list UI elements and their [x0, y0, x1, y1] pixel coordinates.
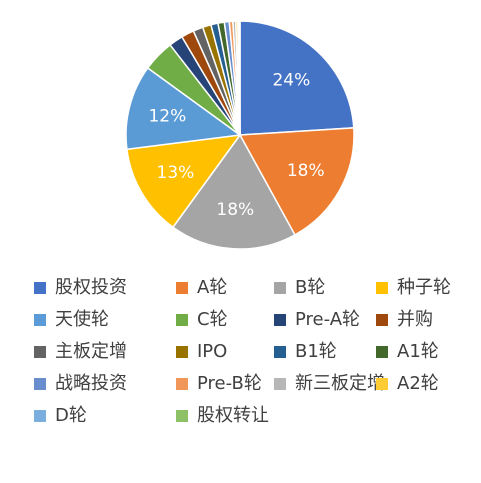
legend-swatch: [274, 314, 286, 326]
legend-item-7: Pre-A轮: [274, 306, 360, 334]
legend-swatch: [274, 378, 286, 390]
legend-item-15: 新三板定增: [274, 370, 385, 398]
pie-chart-plot: 24% 18% 18% 13% 12%: [125, 20, 355, 250]
legend-item-14: Pre-B轮: [176, 370, 262, 398]
legend-label: C轮: [197, 309, 228, 330]
legend-item-10: IPO: [176, 338, 227, 366]
pie-slice-3: [171, 133, 296, 250]
legend-swatch: [274, 282, 286, 294]
legend-item-18: 股权转让: [176, 402, 269, 430]
legend-item-16: A2轮: [376, 370, 439, 398]
pie-slice-5: [125, 66, 242, 151]
pie-slice-1: [239, 20, 355, 136]
legend-label: 股权投资: [55, 277, 127, 298]
legend-label: 种子轮: [397, 277, 451, 298]
legend-item-13: 战略投资: [34, 370, 127, 398]
legend-item-11: B1轮: [274, 338, 337, 366]
data-label-4: 13%: [157, 163, 195, 183]
legend-swatch: [376, 378, 388, 390]
legend-label: 战略投资: [55, 373, 127, 394]
legend-item-12: A1轮: [376, 338, 439, 366]
legend-swatch: [176, 314, 188, 326]
legend-item-2: A轮: [176, 274, 227, 302]
data-label-3: 18%: [216, 200, 254, 220]
pie-slice-2: [238, 127, 355, 236]
legend-swatch: [376, 282, 388, 294]
legend-swatch: [176, 346, 188, 358]
legend-item-5: 天使轮: [34, 306, 109, 334]
legend-label: 股权转让: [197, 405, 269, 426]
legend-swatch: [34, 378, 46, 390]
legend-label: A1轮: [397, 341, 439, 362]
data-label-1: 24%: [272, 70, 310, 90]
legend-item-9: 主板定增: [34, 338, 127, 366]
legend-swatch: [376, 346, 388, 358]
pie-slice-4: [126, 134, 242, 229]
data-label-5: 12%: [148, 106, 186, 126]
legend-label: D轮: [55, 405, 87, 426]
legend-label: A2轮: [397, 373, 439, 394]
legend-swatch: [176, 410, 188, 422]
legend-label: IPO: [197, 341, 228, 362]
legend-label: A轮: [197, 277, 228, 298]
legend-label: Pre-B轮: [197, 373, 262, 394]
legend-label: Pre-A轮: [295, 309, 361, 330]
legend-swatch: [376, 314, 388, 326]
legend-swatch: [34, 314, 46, 326]
legend-item-6: C轮: [176, 306, 228, 334]
pie-slice-18: [238, 20, 241, 136]
legend-item-8: 并购: [376, 306, 433, 334]
pie-data-labels: 24% 18% 18% 13% 12%: [148, 70, 324, 220]
legend-label: 主板定增: [55, 341, 127, 362]
pie-slices: [125, 20, 355, 250]
data-label-2: 18%: [287, 161, 325, 181]
legend-swatch: [176, 282, 188, 294]
legend-label: 并购: [397, 309, 433, 330]
legend-item-3: B轮: [274, 274, 325, 302]
legend: 股权投资 A轮 B轮 种子轮天使轮 C轮 Pre-A轮 并购主板定增 IPO B1轮 A1轮战略投…: [34, 274, 474, 474]
legend-label: B1轮: [295, 341, 337, 362]
legend-item-17: D轮: [34, 402, 87, 430]
legend-label: 天使轮: [55, 309, 109, 330]
legend-swatch: [34, 346, 46, 358]
legend-item-4: 种子轮: [376, 274, 451, 302]
legend-swatch: [34, 410, 46, 422]
legend-label: B轮: [295, 277, 326, 298]
legend-swatch: [274, 346, 286, 358]
legend-label: 新三板定增: [295, 373, 385, 394]
legend-item-1: 股权投资: [34, 274, 127, 302]
legend-swatch: [34, 282, 46, 294]
legend-swatch: [176, 378, 188, 390]
